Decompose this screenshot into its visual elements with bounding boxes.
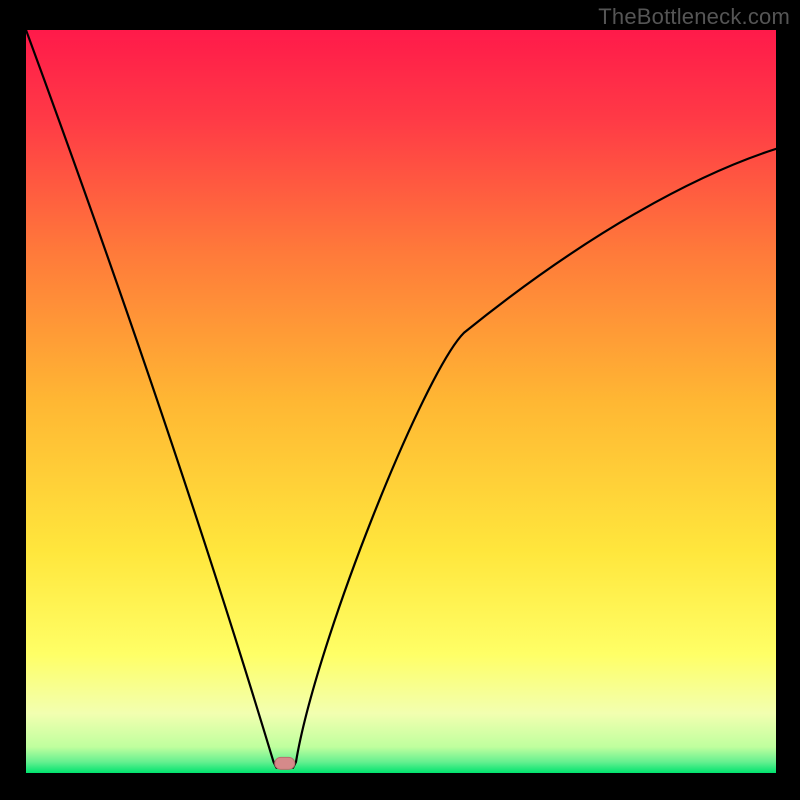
plot-svg (26, 30, 776, 773)
minimum-marker (275, 757, 295, 769)
gradient-background (26, 30, 776, 773)
watermark-text: TheBottleneck.com (598, 4, 790, 30)
chart-root: TheBottleneck.com (0, 0, 800, 800)
plot-frame (26, 30, 776, 773)
